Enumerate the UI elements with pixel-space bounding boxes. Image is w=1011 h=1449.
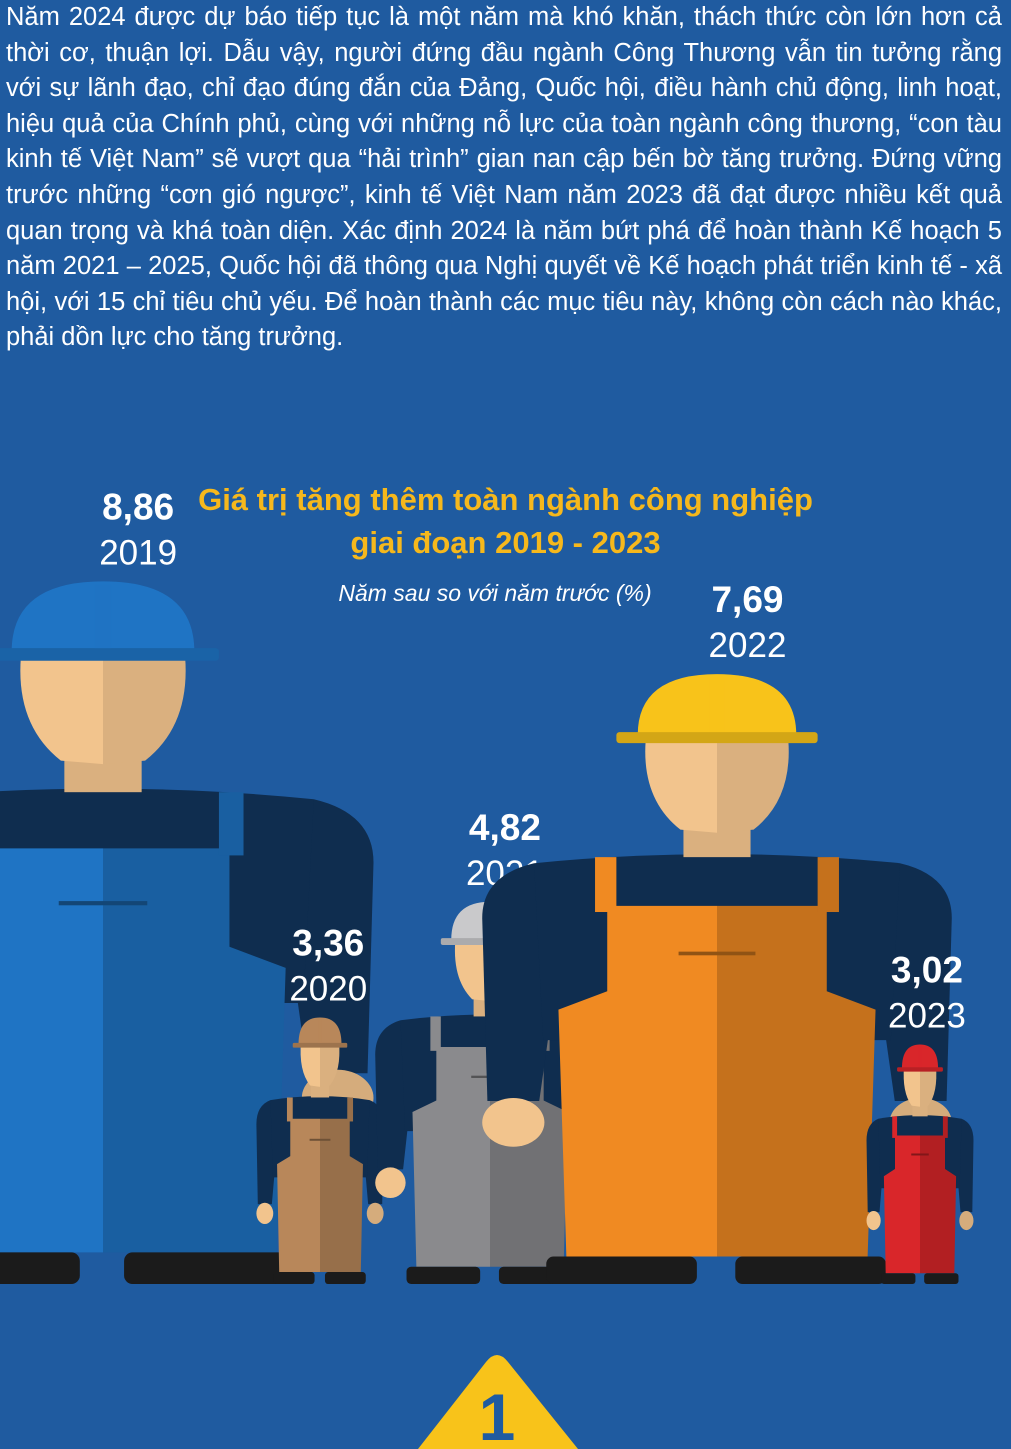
- left-shoe: [0, 1252, 80, 1284]
- head-right: [103, 641, 186, 765]
- strap-right: [347, 1097, 354, 1122]
- helmet-dome: [901, 1044, 939, 1069]
- head-left: [645, 726, 717, 833]
- overall-right: [320, 1118, 363, 1273]
- overall-left: [883, 1135, 920, 1274]
- helmet-brim: [0, 648, 219, 661]
- right-shoe: [924, 1273, 959, 1284]
- left-shoe: [881, 1273, 916, 1284]
- overall-right: [103, 848, 286, 1253]
- worker-2019: [0, 581, 374, 1284]
- worker-2022: [482, 674, 952, 1284]
- strap-right: [218, 792, 244, 856]
- right-hand: [366, 1202, 384, 1225]
- right-shoe: [735, 1256, 886, 1284]
- strap-left: [595, 857, 617, 913]
- left-hand: [866, 1210, 881, 1231]
- right-shoe: [124, 1252, 298, 1284]
- head-right: [320, 1040, 340, 1087]
- left-shoe: [546, 1256, 697, 1284]
- intro-paragraph: Năm 2024 được dự báo tiếp tục là một năm…: [6, 3, 1002, 352]
- helmet-ridge: [318, 1018, 322, 1043]
- helmet-ridge: [918, 1045, 922, 1068]
- overall-left: [277, 1118, 320, 1273]
- left-hand: [482, 1098, 545, 1147]
- year-label: 2023: [888, 997, 966, 1036]
- strap-right: [817, 857, 839, 913]
- head-left: [903, 1064, 920, 1107]
- value-label: 3,02: [891, 950, 963, 991]
- chart-subtitle: Năm sau so với năm trước (%): [338, 580, 652, 606]
- value-label: 7,69: [711, 579, 783, 620]
- value-label: 3,36: [292, 923, 364, 964]
- left-shoe: [406, 1266, 481, 1284]
- left-hand: [375, 1167, 406, 1198]
- chart-title: Giá trị tăng thêm toàn ngành công nghiệp…: [0, 478, 1011, 564]
- strap-left: [892, 1116, 898, 1138]
- head-left: [454, 934, 490, 1002]
- helmet-dome: [11, 581, 195, 652]
- value-label: 8,86: [102, 486, 174, 527]
- pocket-line: [678, 951, 756, 956]
- chart-title-line-2: giai đoạn 2019 - 2023: [350, 525, 661, 560]
- left-shoe: [273, 1272, 315, 1284]
- pocket-line: [58, 901, 148, 906]
- overall-right: [717, 905, 876, 1257]
- helmet-ridge: [94, 584, 112, 649]
- pocket-line: [309, 1138, 331, 1141]
- worker-2020: [256, 1017, 384, 1284]
- head-left: [20, 641, 103, 765]
- year-label: 2019: [99, 533, 177, 572]
- helmet-ridge: [709, 677, 725, 733]
- strap-right: [942, 1116, 948, 1138]
- left-hand: [256, 1202, 274, 1225]
- overall-left: [558, 905, 717, 1257]
- chart-title-line-1: Giá trị tăng thêm toàn ngành công nghiệp: [198, 482, 813, 517]
- badge-number: 1: [479, 1380, 516, 1449]
- overall-left: [412, 1047, 490, 1267]
- badge-triangle: [418, 1355, 578, 1449]
- head-left: [300, 1040, 320, 1087]
- strap-left: [286, 1097, 293, 1122]
- strap-left: [430, 1016, 441, 1051]
- value-label: 4,82: [469, 807, 541, 848]
- overall-left: [0, 848, 103, 1253]
- pocket-line: [911, 1153, 929, 1156]
- worker-2023: [866, 1044, 974, 1284]
- head-right: [920, 1064, 937, 1107]
- year-label: 2020: [289, 970, 367, 1009]
- helmet-brim: [616, 732, 818, 744]
- helmet-brim: [292, 1042, 348, 1048]
- helmet-brim: [897, 1067, 943, 1072]
- right-hand: [959, 1210, 974, 1231]
- helmet-dome: [637, 674, 797, 736]
- overall-right: [920, 1135, 957, 1274]
- helmet-dome: [298, 1017, 342, 1045]
- year-label: 2022: [709, 626, 787, 665]
- head-right: [717, 726, 789, 833]
- right-shoe: [324, 1272, 366, 1284]
